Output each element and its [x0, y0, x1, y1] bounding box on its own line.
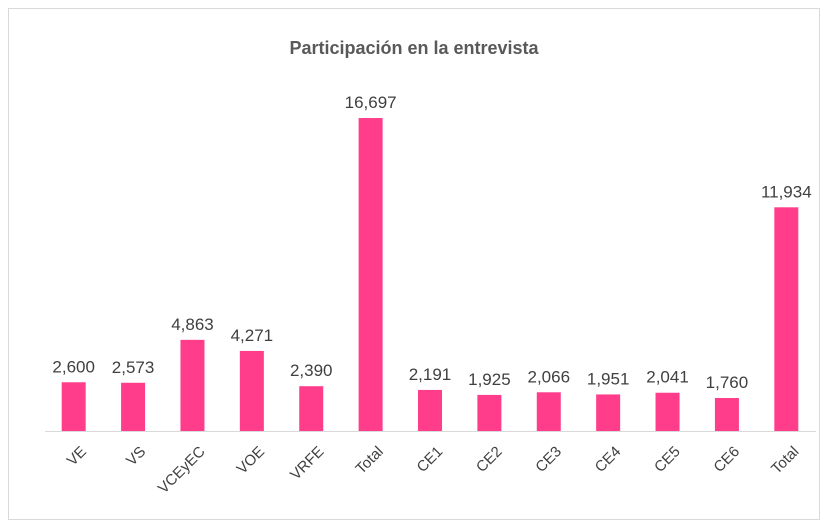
data-label: 4,271 — [231, 326, 274, 345]
bar — [358, 118, 383, 431]
data-label: 11,934 — [761, 182, 812, 201]
data-label: 2,600 — [52, 357, 95, 376]
data-label: 2,390 — [290, 361, 333, 380]
data-label: 1,925 — [468, 370, 511, 389]
data-label: 2,041 — [646, 368, 689, 387]
data-label: 4,863 — [171, 315, 214, 334]
data-label: 1,760 — [706, 373, 749, 392]
data-label: 16,697 — [345, 93, 397, 112]
data-label: 2,573 — [112, 358, 155, 377]
bar — [655, 392, 680, 431]
data-label: 2,191 — [409, 365, 452, 384]
bar — [477, 394, 502, 431]
bar — [121, 382, 146, 431]
bar — [180, 339, 205, 431]
bar — [774, 207, 799, 431]
data-label: 1,951 — [587, 369, 630, 388]
bar — [596, 394, 621, 431]
bar — [536, 392, 561, 431]
chart-title: Participación en la entrevista — [289, 38, 539, 58]
data-label: 2,066 — [527, 367, 570, 386]
bar — [418, 389, 442, 431]
bar — [299, 386, 324, 431]
bar — [61, 382, 86, 431]
bar — [239, 350, 264, 431]
chart-border — [8, 8, 820, 520]
bar — [714, 398, 739, 431]
